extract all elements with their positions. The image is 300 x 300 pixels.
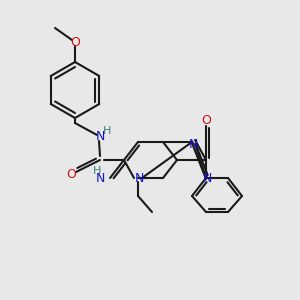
Text: O: O <box>201 113 211 127</box>
Text: N: N <box>95 130 105 143</box>
Text: H: H <box>103 126 111 136</box>
Text: N: N <box>134 172 144 185</box>
Text: N: N <box>188 137 198 151</box>
Text: H: H <box>93 166 101 176</box>
Text: O: O <box>66 169 76 182</box>
Text: N: N <box>96 172 105 184</box>
Text: O: O <box>70 35 80 49</box>
Text: N: N <box>202 172 212 185</box>
